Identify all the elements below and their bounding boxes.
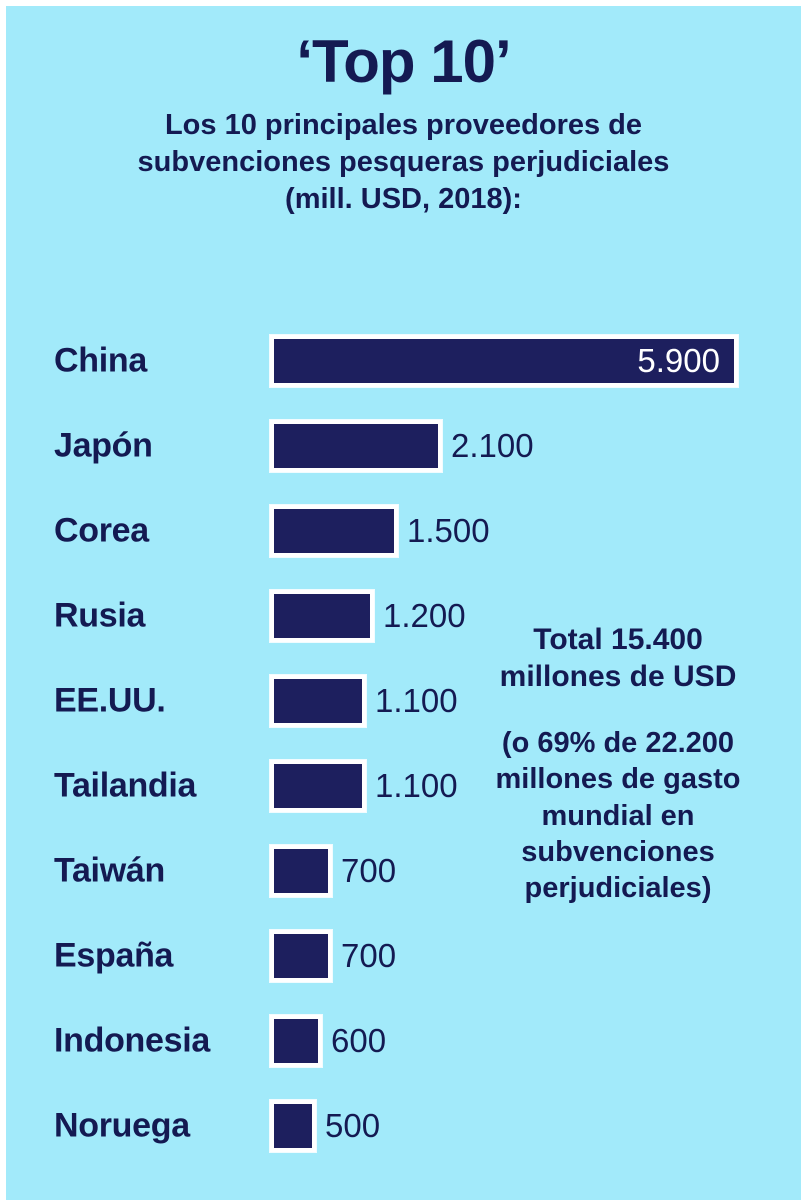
bar-row: Corea 1.500: [6, 488, 801, 573]
bar-chart: China 5.900 Japón 2.100 Corea 1.500 Rusia 1.200…: [6, 318, 801, 1168]
bar-row: Rusia 1.200: [6, 573, 801, 658]
value-label: 1.500: [407, 511, 490, 549]
total-text: Total 15.400 millones de USD: [499, 623, 737, 693]
bar-wrapper: 2.100: [270, 419, 534, 472]
value-label: 1.100: [375, 681, 458, 719]
bar-wrapper: 5.900: [270, 334, 738, 387]
value-label: 700: [341, 936, 397, 974]
country-label: Rusia: [54, 596, 146, 634]
value-label: 600: [331, 1021, 387, 1059]
value-bar: [270, 1099, 316, 1152]
value-bar: [270, 419, 442, 472]
bar-row: Tailandia 1.100: [6, 743, 801, 828]
value-bar: [270, 504, 398, 557]
bar-wrapper: 600: [270, 1014, 387, 1067]
country-label: España: [54, 936, 174, 974]
country-label: China: [54, 341, 147, 379]
country-label: EE.UU.: [54, 681, 166, 719]
value-bar: [270, 1014, 322, 1067]
value-label: 2.100: [451, 426, 534, 464]
country-label: Indonesia: [54, 1021, 210, 1059]
bar-wrapper: 700: [270, 844, 397, 897]
value-label: 1.100: [375, 766, 458, 804]
bar-row: Indonesia 600: [6, 998, 801, 1083]
bar-wrapper: 1.200: [270, 589, 466, 642]
value-bar: [270, 674, 366, 727]
bar-wrapper: 500: [270, 1099, 381, 1152]
value-bar: [270, 589, 374, 642]
country-label: Corea: [54, 511, 149, 549]
country-label: Japón: [54, 426, 153, 464]
bar-row: China 5.900: [6, 318, 801, 403]
value-bar: [270, 929, 332, 982]
bar-wrapper: 700: [270, 929, 397, 982]
value-bar: [270, 844, 332, 897]
bar-wrapper: 1.100: [270, 759, 458, 812]
bar-wrapper: 1.100: [270, 674, 458, 727]
value-label: 5.900: [637, 341, 720, 379]
country-label: Tailandia: [54, 766, 197, 804]
value-label: 700: [341, 851, 397, 889]
value-label: 500: [325, 1106, 381, 1144]
bar-row: Noruega 500: [6, 1083, 801, 1168]
bar-row: Japón 2.100: [6, 403, 801, 488]
page-title: ‘Top 10’: [296, 28, 511, 95]
side-note: Total 15.400 millones de USD (o 69% de 2…: [493, 622, 743, 906]
value-bar: 5.900: [270, 334, 738, 387]
country-label: Noruega: [54, 1106, 190, 1144]
bar-row: Taiwán 700: [6, 828, 801, 913]
bar-wrapper: 1.500: [270, 504, 490, 557]
bar-row: España 700: [6, 913, 801, 998]
subtitle: Los 10 principales proveedores de subven…: [137, 109, 670, 216]
parenthetical-text: (o 69% de 22.200 millones de gasto mundi…: [495, 727, 741, 905]
bar-row: EE.UU. 1.100: [6, 658, 801, 743]
value-label: 1.200: [383, 596, 466, 634]
country-label: Taiwán: [54, 851, 165, 889]
header: ‘Top 10’ Los 10 principales proveedores …: [6, 6, 801, 218]
value-bar: [270, 759, 366, 812]
